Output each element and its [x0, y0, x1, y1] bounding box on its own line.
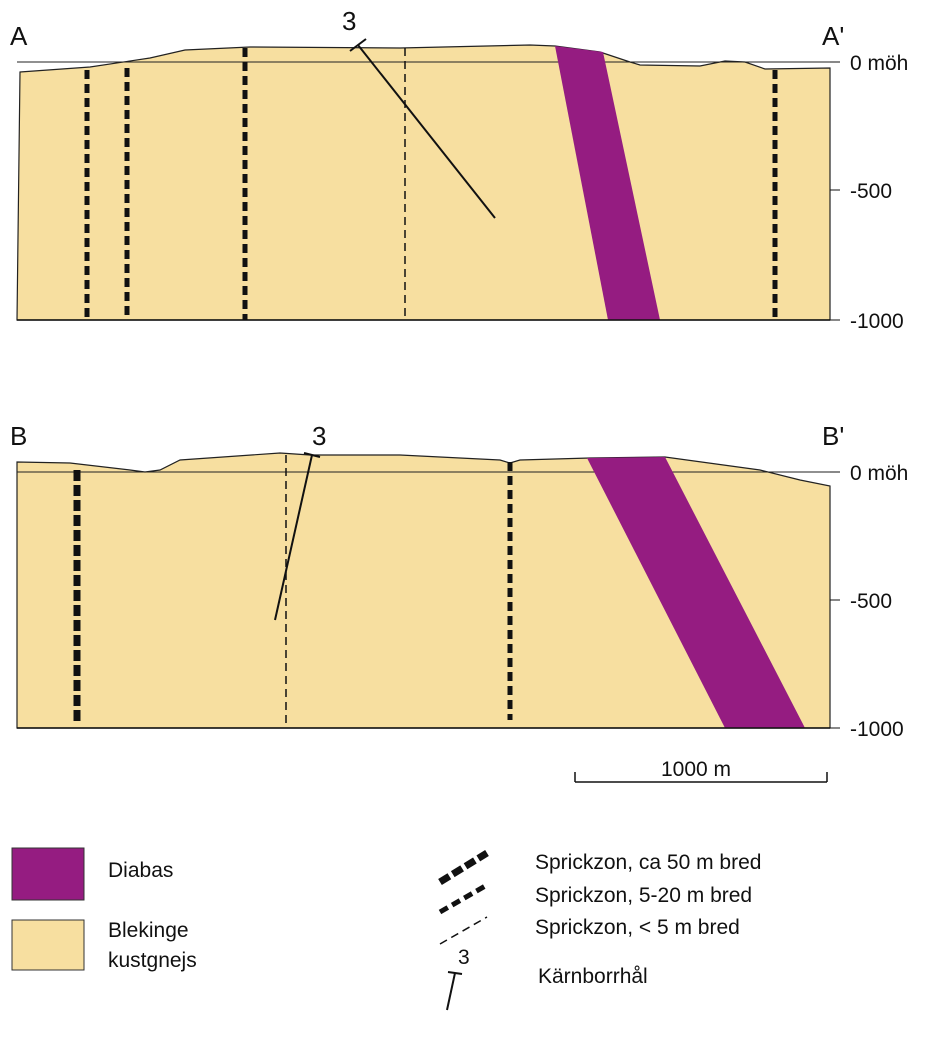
depth: -1000: [850, 718, 904, 741]
borehole-label: 3: [312, 421, 326, 451]
borehole-cap: [349, 38, 367, 52]
diabas: [587, 457, 805, 728]
scale-label: 1000 m: [661, 758, 731, 781]
scale-bar: [574, 772, 828, 783]
label: B': [822, 421, 844, 451]
legend-text: Sprickzon, ca 50 m bred: [535, 851, 761, 874]
fracture-zones: [84, 48, 778, 320]
borehole-label: 3: [342, 6, 356, 36]
swatch: [11, 847, 85, 901]
legend-text: Kärnborrhål: [538, 965, 648, 988]
label: A': [822, 21, 844, 51]
legend-text: Sprickzon, 5-20 m bred: [535, 884, 752, 907]
borehole: [357, 44, 496, 219]
legend-text: Diabas: [108, 859, 173, 882]
label: B: [10, 421, 27, 451]
swatch: [11, 919, 85, 971]
section-b: B B' 3 0 möh -500 -1000: [10, 421, 908, 741]
diabas: [555, 46, 660, 320]
borehole-cap: [303, 452, 321, 458]
zone-symbol: [438, 850, 489, 885]
legend-text: Sprickzon, < 5 m bred: [535, 916, 740, 939]
borehole: [274, 454, 313, 621]
fracture-zones: [73, 455, 513, 728]
depth: 0 möh: [850, 462, 908, 485]
gneiss: [16, 44, 831, 321]
legend-text: kustgnejs: [108, 949, 197, 972]
depth: -500: [850, 590, 892, 613]
legend-text: 3: [458, 946, 470, 969]
borehole-cap: [447, 971, 463, 975]
section-a: A A' 3 0 möh -500 -1000: [10, 6, 908, 333]
legend: Diabas Blekinge kustgnejs Sprickzon, ca …: [11, 847, 761, 1011]
zone-symbol: [438, 882, 489, 915]
legend-text: Blekinge: [108, 919, 189, 942]
depth: -1000: [850, 310, 904, 333]
depth: 0 möh: [850, 52, 908, 75]
label: A: [10, 21, 28, 51]
zone-symbol: [439, 916, 488, 945]
depth: -500: [850, 180, 892, 203]
borehole-symbol: [446, 972, 456, 1011]
